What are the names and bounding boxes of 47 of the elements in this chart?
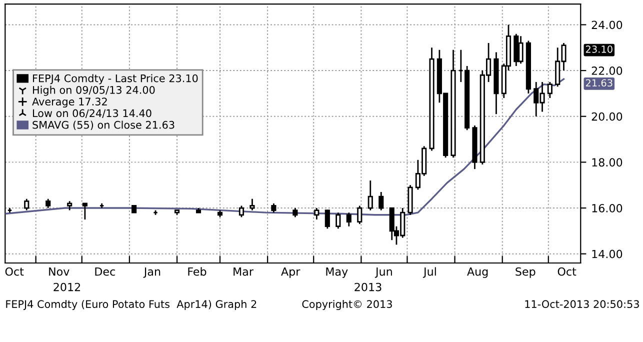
candlestick	[250, 198, 255, 211]
y-tick-label: 22.00	[592, 66, 622, 75]
annotation: Average 17.32	[32, 98, 107, 108]
candlestick	[357, 205, 362, 225]
candlestick	[314, 207, 320, 220]
x-tick-label: Jan	[143, 268, 160, 278]
y-tick-label: 14.00	[592, 250, 622, 258]
candlestick	[82, 202, 88, 220]
x-tick-label: Jul	[422, 267, 436, 278]
candlestick	[238, 205, 244, 218]
x-tick-label: Oct	[558, 267, 576, 276]
x-tick-label: Apr	[281, 268, 300, 278]
candlestick	[24, 198, 30, 211]
candlestick	[368, 180, 373, 211]
candlestick	[346, 212, 352, 228]
x-tick-label: Oct	[5, 267, 24, 276]
candlestick	[292, 207, 298, 218]
text: FEPJ4 Comdty (Euro Potato Futs Apr14) Graph 2	[6, 300, 256, 310]
x-tick-label: Sep	[516, 267, 536, 278]
y-tick-label: 18.00	[592, 158, 622, 167]
candlestick	[378, 191, 384, 211]
annotation: Low on 06/24/13 14.40	[33, 109, 152, 118]
y-tick-label: 20.00	[592, 112, 622, 121]
candlestick	[67, 200, 72, 211]
text: 11-Oct-2013 20:50:53	[525, 300, 639, 308]
x-tick-label: Aug	[467, 268, 488, 278]
text: Copyright© 2013	[302, 300, 392, 310]
legend-label: FEPJ4 Comdty - Last Price 23.10	[33, 74, 198, 84]
legend-label: SMAVG (55) on Close 21.63	[32, 120, 174, 130]
candlestick	[271, 202, 276, 214]
annotation: 21.63	[586, 79, 612, 87]
candlestick	[324, 210, 330, 230]
x-tick-label: Feb	[188, 267, 206, 276]
candlestick	[336, 212, 341, 230]
x-tick-label: Jun	[374, 268, 392, 278]
y-tick-label: 16.00	[592, 204, 622, 212]
x-tick-label: Mar	[234, 268, 254, 276]
text: 2013	[354, 282, 382, 292]
annotation: 23.10	[586, 46, 612, 53]
annotation: High on 09/05/13 24.00	[33, 86, 155, 96]
x-tick-label: May	[326, 268, 348, 278]
x-tick-label: Nov	[49, 268, 70, 276]
text: 2012	[54, 282, 80, 292]
candlestick	[547, 81, 552, 99]
candlestick	[46, 198, 51, 209]
x-tick-label: Dec	[95, 268, 115, 276]
y-tick-label: 24.00	[592, 20, 622, 30]
